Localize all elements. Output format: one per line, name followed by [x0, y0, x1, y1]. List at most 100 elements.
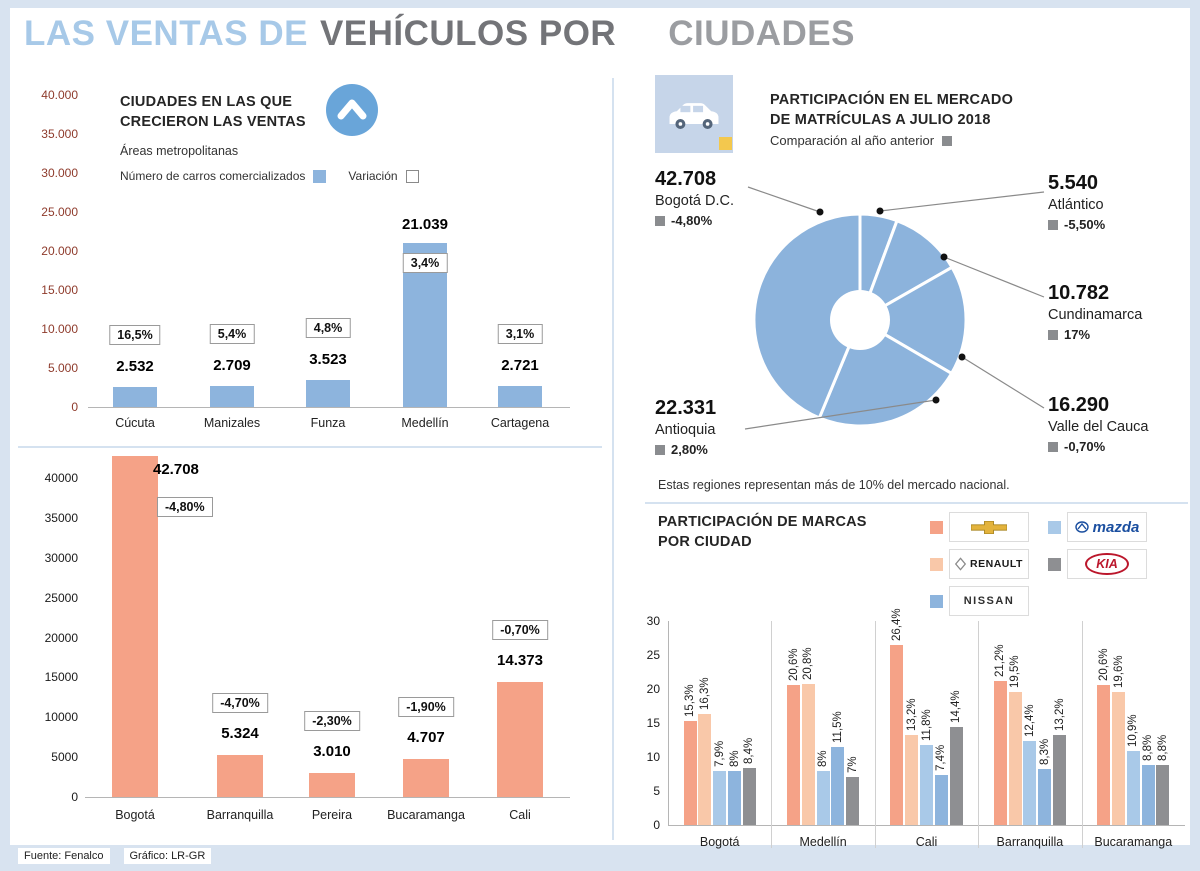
bar	[787, 684, 800, 825]
yellow-accent-icon	[719, 137, 732, 150]
bar	[1156, 765, 1170, 825]
renault-color-swatch	[930, 557, 943, 571]
y-axis-tick: 10	[646, 750, 660, 764]
leader-dot	[932, 396, 940, 404]
leader-line	[943, 256, 1045, 298]
legend-label-units: Número de carros comercializados	[120, 169, 306, 183]
bar	[306, 379, 350, 407]
region-name: Bogotá D.C.	[655, 193, 734, 209]
leader-dot	[958, 353, 966, 361]
variation-box: 4,8%	[305, 317, 351, 338]
leader-line	[744, 399, 937, 430]
y-axis-tick: 5.000	[47, 361, 78, 375]
bar-value-label: 7,4%	[935, 744, 948, 771]
bar-value-label: 4.707	[407, 729, 445, 747]
y-axis-tick: 40.000	[41, 88, 78, 102]
car-icon-tile	[655, 75, 733, 153]
bar	[698, 714, 712, 825]
gray-square-icon	[655, 215, 665, 226]
bar	[831, 746, 845, 825]
brand-legend-item-renault: RENAULT	[930, 549, 1029, 579]
bar-value-label: 42.708	[153, 461, 199, 478]
y-axis-tick: 35000	[44, 510, 78, 525]
bar	[816, 770, 830, 825]
bar	[497, 682, 543, 797]
leader-line	[747, 186, 821, 213]
y-axis-tick: 15000	[44, 670, 78, 685]
bar	[1008, 692, 1022, 825]
x-tick-label: Bucaramanga	[1094, 835, 1173, 849]
kia-color-swatch	[1048, 557, 1061, 571]
bar	[309, 772, 355, 797]
bar-value-label: 20,6%	[1097, 648, 1110, 681]
gray-square-icon	[655, 444, 665, 455]
chevrolet-bowtie-icon	[971, 520, 1007, 534]
bar-value-label: 2.721	[501, 356, 539, 374]
bar-value-label: 8,8%	[1156, 734, 1169, 762]
growth-chart-subtitle: Áreas metropolitanas	[120, 144, 239, 158]
region-value: 22.331	[655, 397, 717, 419]
y-axis-tick: 40000	[44, 471, 78, 485]
x-tick-label: Manizales	[203, 416, 261, 430]
pie-label: 42.708 Bogotá D.C. -4,80%	[655, 168, 734, 228]
bar	[1141, 765, 1155, 825]
title-part-blue: LAS VENTAS DE	[24, 14, 308, 53]
chevron-up-icon	[337, 99, 367, 120]
region-variation-value: -4,80%	[671, 213, 713, 228]
region-variation: -4,80%	[655, 213, 734, 228]
region-name: Atlántico	[1048, 197, 1104, 213]
x-tick-label: Medellín	[799, 835, 847, 849]
market-pie-chart	[744, 186, 1045, 430]
brands-chart-title: PARTICIPACIÓN DE MARCAS POR CIUDAD	[658, 514, 867, 551]
bar	[846, 777, 860, 825]
brand-legend-item-mazda: mazda	[1048, 512, 1147, 542]
region-value: 5.540	[1048, 172, 1099, 194]
bar	[113, 387, 157, 407]
y-axis-tick: 5	[653, 784, 660, 798]
bar-value-label: 21.039	[402, 215, 448, 233]
x-tick-label: Barranquilla	[996, 835, 1064, 849]
bar	[934, 774, 948, 825]
y-axis-tick: 15	[646, 716, 660, 730]
y-axis-tick: 0	[653, 818, 660, 832]
bar	[498, 385, 542, 407]
legend-label-variation: Variación	[348, 169, 398, 183]
kia-wordmark: KIA	[1085, 553, 1129, 575]
bar-value-label: 5.324	[221, 724, 259, 742]
bar	[1023, 740, 1037, 825]
bar-value-label: 8,8%	[1142, 734, 1155, 762]
bar	[112, 456, 158, 797]
bar-value-label: 7%	[846, 756, 859, 774]
y-axis-tick: 20000	[44, 630, 78, 645]
x-tick-label: Cali	[509, 808, 531, 822]
region-value: 42.708	[655, 168, 717, 190]
bar-value-label: 8,3%	[1038, 738, 1051, 765]
variation-box: -0,70%	[492, 620, 548, 641]
pie-label: 16.290 Valle del Cauca -0,70%	[1048, 394, 1149, 454]
bar-value-label: 3.523	[309, 350, 347, 368]
units-swatch-icon	[313, 169, 327, 183]
pie-label: 22.331 Antioquia 2,80%	[655, 397, 716, 457]
region-name: Cundinamarca	[1048, 307, 1143, 323]
variation-box: -4,80%	[157, 497, 213, 517]
bar-value-label: 8%	[728, 749, 741, 767]
y-axis-tick: 25000	[44, 590, 78, 605]
content-card	[10, 8, 1190, 845]
x-tick-label: Medellín	[401, 416, 449, 430]
bar	[920, 744, 933, 825]
region-variation-value: -5,50%	[1064, 217, 1106, 232]
vertical-divider	[612, 78, 614, 840]
y-axis-tick: 25.000	[41, 205, 78, 219]
y-axis-tick: 0	[71, 400, 78, 414]
bar	[683, 720, 697, 825]
x-tick-label: Bucaramanga	[387, 808, 465, 822]
y-axis-tick: 35.000	[41, 127, 78, 141]
market-chart-note: Estas regiones representan más de 10% de…	[658, 478, 1010, 492]
mazda-wing-icon	[1074, 521, 1089, 533]
bar	[1038, 768, 1052, 825]
y-axis-tick: 30000	[44, 550, 78, 565]
bar	[993, 680, 1007, 825]
x-tick-label: Bogotá	[699, 835, 740, 849]
x-axis-line	[668, 825, 1185, 826]
